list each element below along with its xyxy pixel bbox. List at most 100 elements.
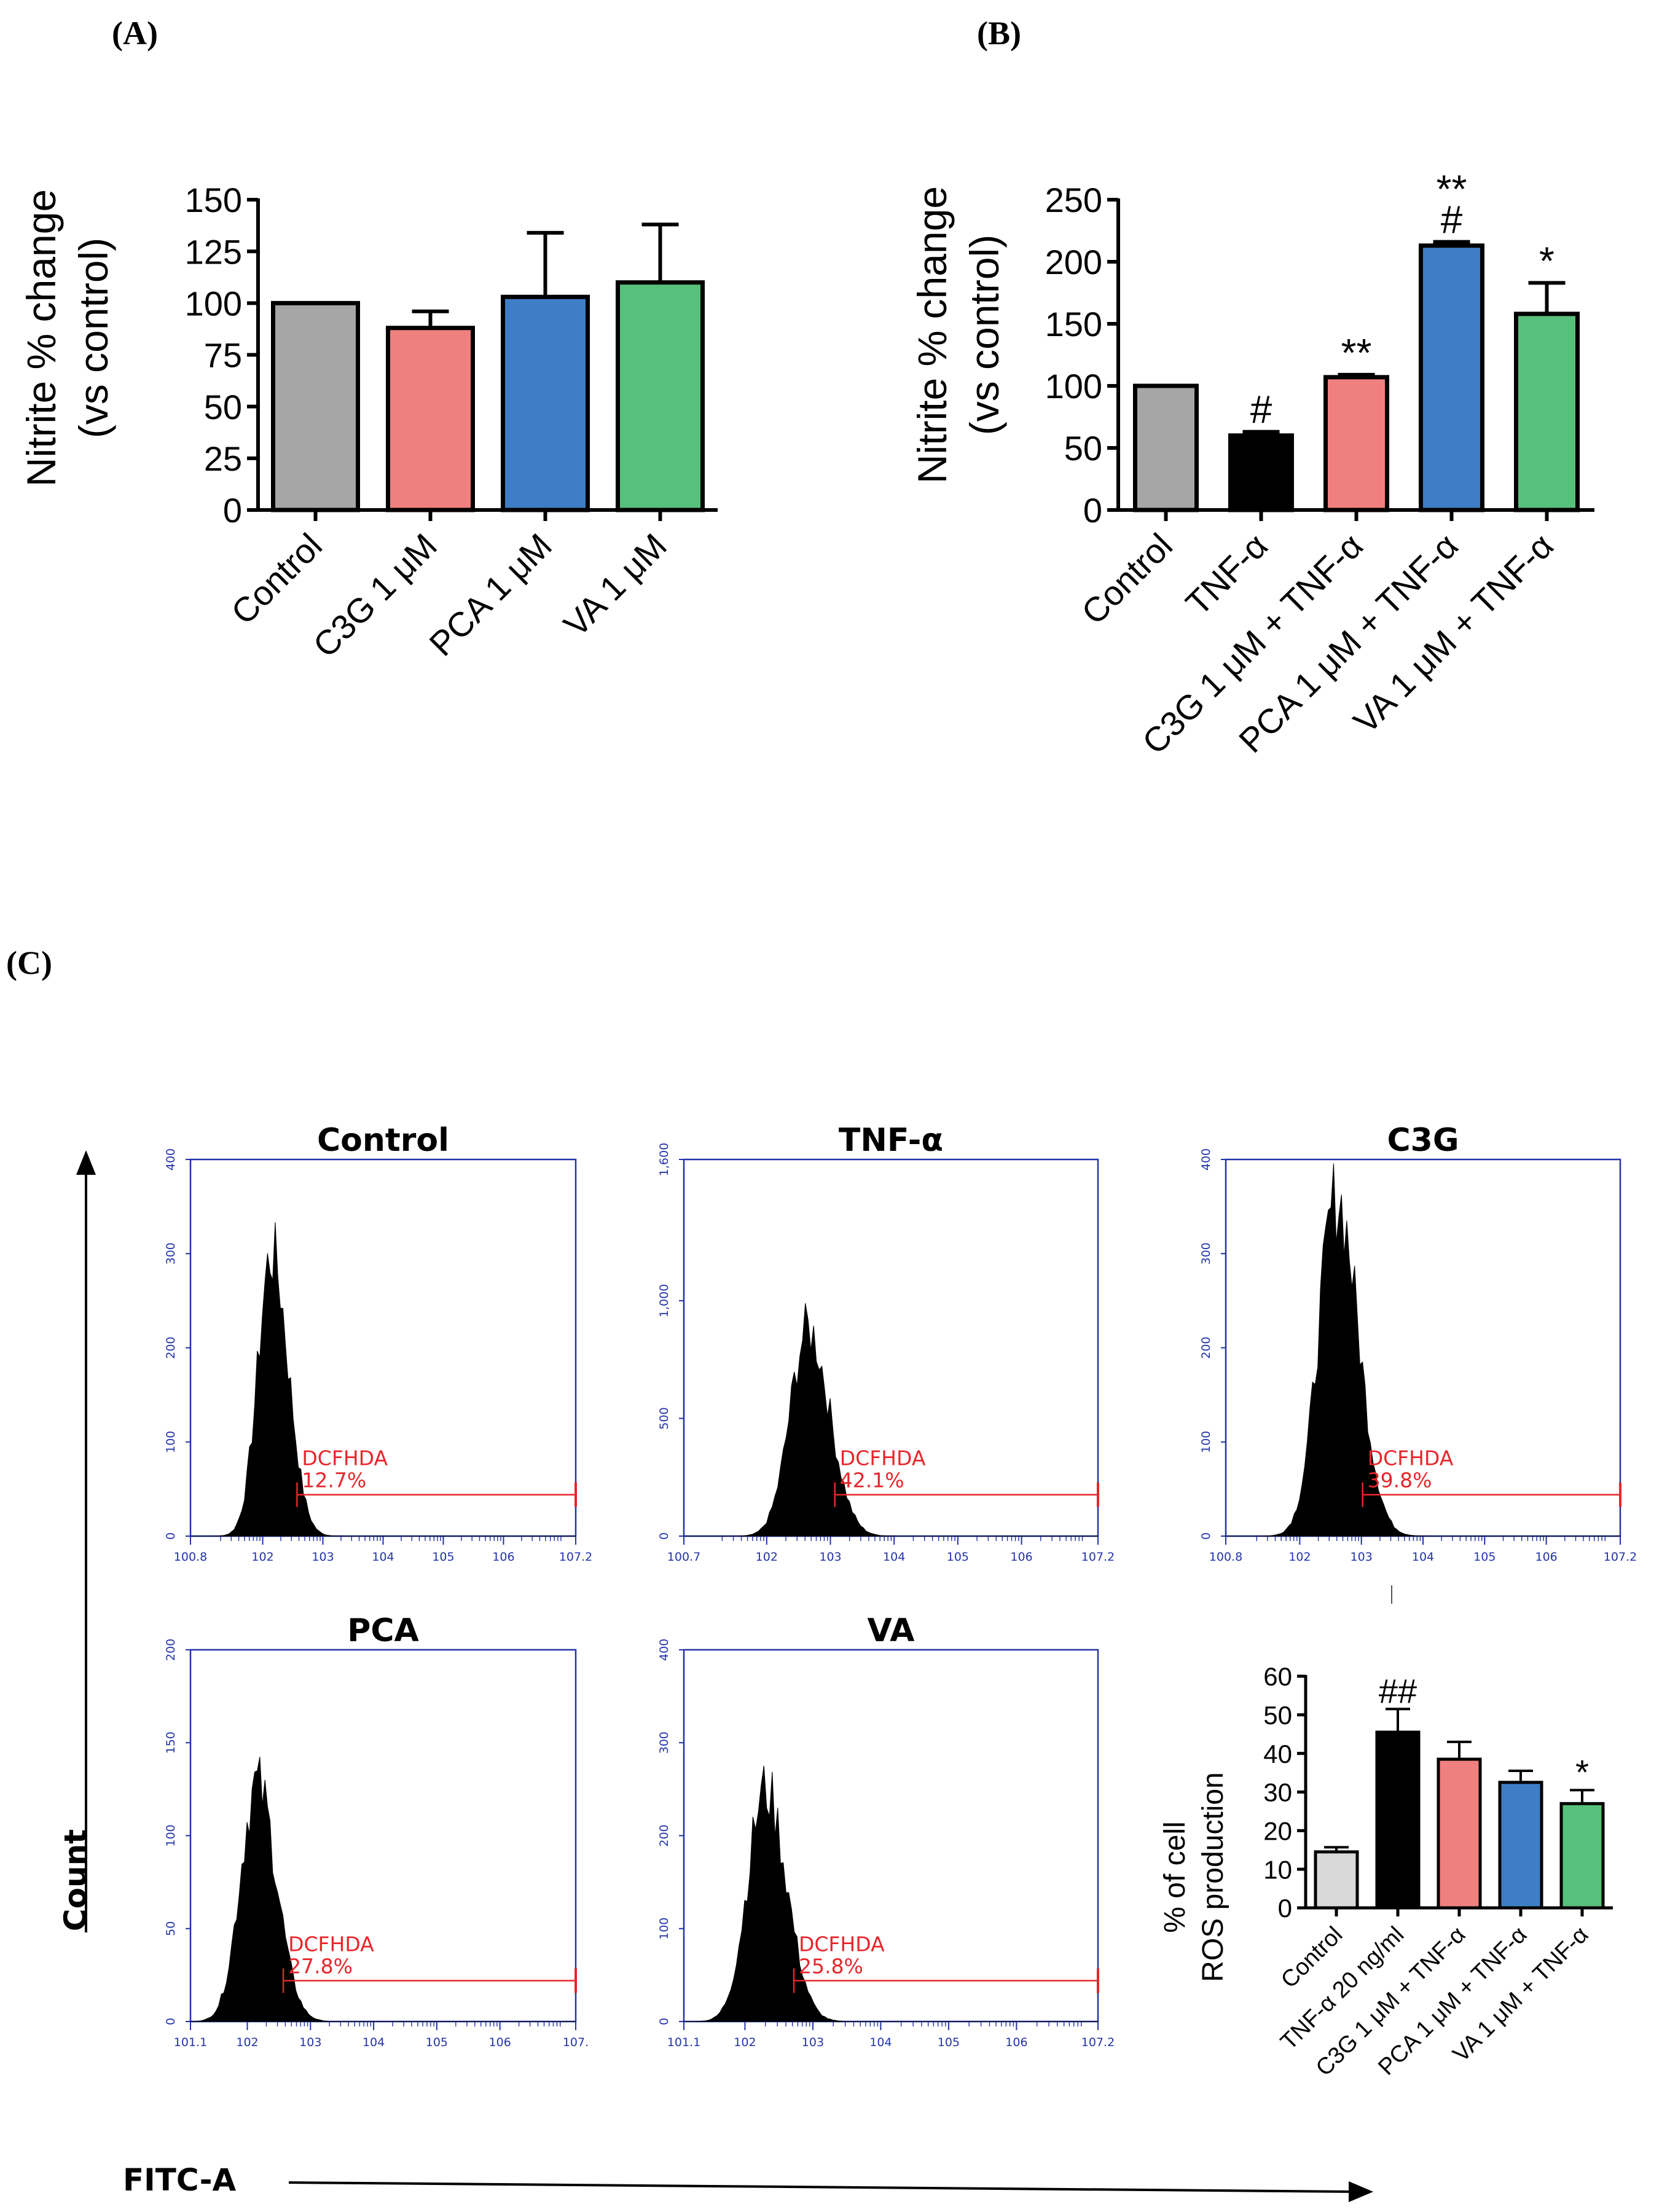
histogram-control-distribution — [190, 1222, 576, 1536]
histogram-pca-ytick-label: 100 — [164, 1824, 178, 1846]
chart-a-category-label: C3G 1 μM — [305, 526, 444, 665]
chart-a-ytick-label: 125 — [185, 232, 242, 271]
histogram-control-xtick-label: 107.2 — [559, 1550, 592, 1564]
chart-b-bar — [1516, 314, 1578, 510]
histogram-pca: PCA050100150200101.1 102 103 104 105 106 107.D… — [164, 1612, 589, 2049]
panel-label-a: (A) — [112, 15, 158, 52]
histogram-va-ytick-label: 200 — [657, 1824, 671, 1846]
chart-b-significance-mark: ** — [1437, 167, 1467, 211]
histogram-tnf--xtick-label: 100.7 — [667, 1550, 700, 1564]
chart-b-bar — [1326, 377, 1387, 510]
fitc-axis-label: FITC-A — [123, 2162, 236, 2198]
chart-a-category-label: Control — [224, 526, 329, 632]
histogram-pca-xtick-label: 103 — [299, 2036, 321, 2049]
histogram-tnf--xtick-label: 106 — [1010, 1550, 1032, 1564]
histogram-control-xtick-label: 106 — [492, 1550, 514, 1564]
chart-ros-bar — [1438, 1759, 1480, 1908]
chart-a-ytick-label: 0 — [223, 491, 242, 530]
histogram-c3g-xtick-label: 107.2 — [1604, 1550, 1637, 1564]
histogram-va-ytick-label: 100 — [657, 1918, 671, 1940]
histogram-va: VA0100200300400101.1 102 103 104 105 106 107.2… — [657, 1612, 1115, 2049]
histogram-va-xtick-label: 107.2 — [1081, 2036, 1115, 2049]
histogram-control-ytick-label: 0 — [164, 1532, 178, 1540]
histogram-c3g-ytick-label: 100 — [1199, 1431, 1213, 1453]
chart-a-ytick-label: 100 — [185, 284, 242, 323]
histogram-pca-gate-name: DCFHDA — [288, 1932, 374, 1956]
chart-b-ylabel: Nitrite % change — [909, 186, 955, 484]
histogram-control-gate-name: DCFHDA — [302, 1446, 388, 1470]
histogram-pca-xtick-label: 106 — [489, 2036, 511, 2049]
histogram-c3g-ytick-label: 400 — [1199, 1148, 1213, 1171]
histogram-pca-distribution — [190, 1757, 576, 2022]
chart-ros-ylabel2: ROS production — [1197, 1772, 1229, 1982]
histogram-control-xtick-label: 102 — [251, 1550, 273, 1564]
histogram-control-ytick-label: 200 — [164, 1336, 178, 1359]
histogram-va-gate-percent: 25.8% — [799, 1954, 863, 1978]
histogram-pca-xtick-label: 102 — [236, 2036, 258, 2049]
chart-ros-bar — [1315, 1852, 1357, 1908]
chart-b-ylabel2: (vs control) — [962, 235, 1007, 435]
figure: (A) (B) (C) Nitrite % change (vs control… — [0, 0, 1678, 2212]
chart-ros: % of cell ROS production 0102030405060Co… — [1159, 1662, 1613, 2081]
histogram-tnf--xtick-label: 105 — [947, 1550, 969, 1564]
histogram-tnf--distribution — [684, 1303, 1098, 1536]
histogram-va-distribution — [684, 1766, 1098, 2022]
histogram-control-xtick-label: 104 — [372, 1550, 394, 1564]
histogram-pca-xtick-label: 105 — [426, 2036, 448, 2049]
count-arrow-head — [76, 1150, 96, 1175]
chart-ros-ylabel: % of cell — [1159, 1821, 1191, 1932]
chart-a-bar — [273, 303, 358, 510]
histogram-control-title: Control — [317, 1122, 449, 1159]
chart-b-significance-mark: ** — [1341, 331, 1372, 375]
histogram-c3g-xtick-label: 100.8 — [1209, 1550, 1242, 1564]
chart-ros-ytick-label: 0 — [1278, 1894, 1292, 1923]
chart-a-bar — [618, 283, 703, 510]
histogram-c3g-title: C3G — [1387, 1122, 1459, 1159]
histogram-va-title: VA — [868, 1612, 915, 1649]
chart-b: Nitrite % change (vs control) 0 50 100 150 2… — [909, 167, 1594, 762]
histogram-tnf--gate-percent: 42.1% — [840, 1469, 904, 1492]
chart-a-ylabel: Nitrite % change — [18, 189, 64, 487]
histogram-c3g-gate-name: DCFHDA — [1368, 1446, 1454, 1470]
histogram-tnf--xtick-label: 104 — [883, 1550, 905, 1564]
histogram-tnf--ytick-label: 1,600 — [657, 1143, 671, 1176]
chart-a-ytick-label: 150 — [185, 181, 242, 219]
histogram-pca-xtick-label: 107. — [563, 2036, 589, 2049]
histogram-tnf--gate-name: DCFHDA — [840, 1446, 926, 1470]
fitc-axis-arrow — [289, 2183, 1355, 2192]
histogram-pca-ytick-label: 0 — [164, 2018, 178, 2025]
histogram-pca-ytick-label: 150 — [164, 1732, 178, 1754]
chart-b-ytick-label: 100 — [1045, 367, 1102, 406]
chart-ros-bar — [1377, 1732, 1419, 1908]
histogram-va-xtick-label: 101.1 — [667, 2036, 700, 2049]
chart-ros-significance-mark: ## — [1379, 1671, 1417, 1710]
chart-b-significance-mark: * — [1539, 238, 1555, 283]
histogram-tnf--xtick-label: 103 — [819, 1550, 841, 1564]
chart-ros-ytick-label: 60 — [1263, 1662, 1292, 1691]
chart-ros-ytick-label: 10 — [1263, 1855, 1292, 1884]
histogram-c3g-xtick-label: 104 — [1412, 1550, 1434, 1564]
histogram-c3g-gate-percent: 39.8% — [1368, 1469, 1432, 1492]
fitc-arrow-head — [1349, 2181, 1373, 2202]
chart-b-ytick-label: 150 — [1045, 305, 1102, 343]
histogram-control-xtick-label: 105 — [432, 1550, 454, 1564]
histogram-c3g-xtick-label: 105 — [1473, 1550, 1496, 1564]
histogram-c3g-ytick-label: 200 — [1199, 1336, 1213, 1359]
histogram-control-ytick-label: 300 — [164, 1242, 178, 1265]
histogram-tnf-: TNF-α05001,0001,600100.7 102 103 104 105 106 1… — [657, 1122, 1115, 1564]
chart-ros-ytick-label: 50 — [1263, 1701, 1292, 1730]
chart-b-bar — [1231, 436, 1292, 510]
chart-b-category-label: Control — [1074, 526, 1180, 632]
histogram-control-xtick-label: 103 — [312, 1550, 334, 1564]
chart-b-ytick-label: 200 — [1045, 243, 1102, 281]
histogram-va-xtick-label: 104 — [869, 2036, 892, 2049]
histogram-va-xtick-label: 102 — [734, 2036, 756, 2049]
chart-ros-bar — [1500, 1783, 1542, 1908]
histogram-tnf--xtick-label: 107.2 — [1081, 1550, 1115, 1564]
histogram-c3g-xtick-label: 102 — [1288, 1550, 1311, 1564]
histogram-control-gate-percent: 12.7% — [302, 1469, 366, 1492]
chart-a-category-label: PCA 1 μM — [421, 526, 559, 664]
histogram-pca-xtick-label: 104 — [363, 2036, 385, 2049]
histogram-va-ytick-label: 300 — [657, 1732, 671, 1754]
chart-ros-significance-mark: * — [1575, 1752, 1589, 1791]
